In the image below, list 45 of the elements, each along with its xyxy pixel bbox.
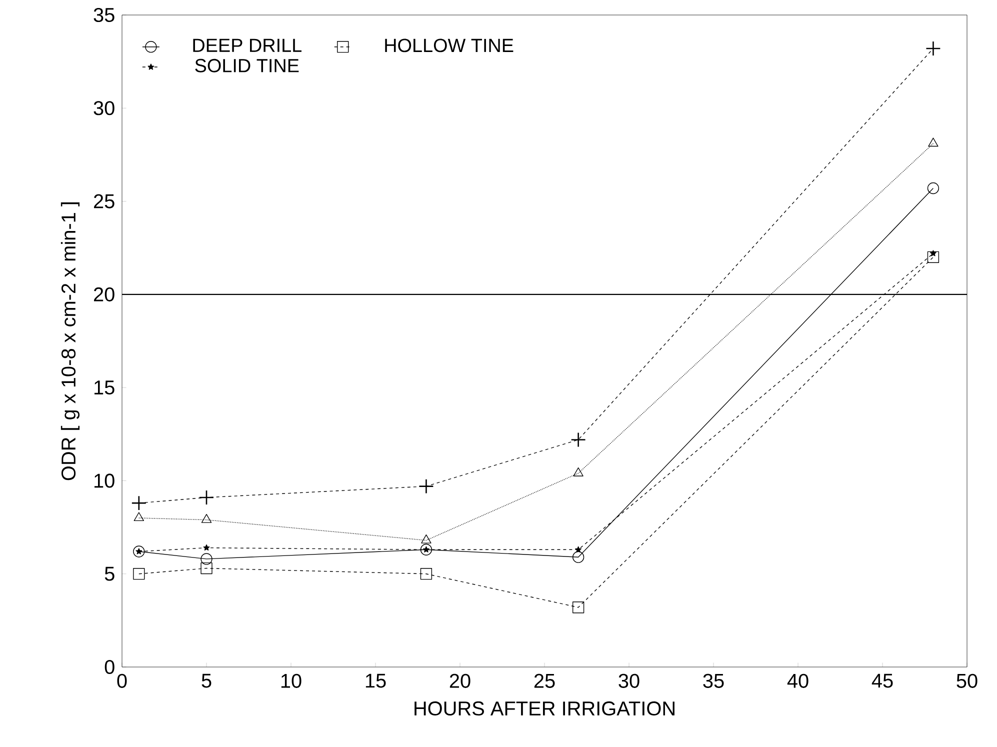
point [927, 251, 940, 263]
x-tick-label: 30 [618, 674, 640, 688]
point [570, 432, 586, 448]
legend-label: SOLID TINE [195, 58, 299, 72]
x-tick-label: 15 [366, 674, 386, 688]
point [201, 514, 212, 523]
x-tick-label: 50 [956, 674, 978, 688]
point [928, 138, 938, 147]
point [575, 546, 582, 552]
y-axis-title: ODR [ g x 10-8 x cm-2 x min-1 ] [60, 202, 80, 480]
y-tick-label: 0 [104, 660, 114, 674]
x-tick-label: 25 [534, 674, 555, 688]
x-tick-label: 0 [117, 674, 127, 688]
y-tick-label: 30 [94, 101, 114, 116]
legend-label: HOLLOW TINE [385, 38, 514, 52]
x-tick-label: 5 [202, 674, 212, 688]
point [418, 478, 434, 494]
y-tick-label: 25 [94, 194, 114, 208]
point [573, 467, 584, 476]
point [420, 568, 432, 580]
point [927, 182, 940, 194]
point [926, 40, 941, 56]
x-tick-label: 40 [787, 674, 808, 688]
y-tick-label: 35 [94, 8, 114, 22]
point [203, 544, 210, 551]
point [133, 568, 145, 580]
point [421, 534, 432, 544]
y-tick-label: 15 [94, 380, 114, 395]
point [572, 551, 584, 563]
y-tick-label: 10 [94, 474, 114, 488]
x-tick-label: 20 [450, 674, 470, 688]
point [200, 553, 212, 565]
y-tick-label: 5 [104, 566, 114, 581]
point [200, 562, 212, 574]
legend-label: DEEP DRILL [193, 38, 302, 52]
x-tick-label: 45 [872, 674, 893, 688]
x-tick-label: 35 [703, 674, 724, 688]
point [198, 490, 214, 506]
x-axis-title: HOURS AFTER IRRIGATION [414, 701, 674, 716]
point [133, 546, 145, 558]
y-tick-label: 20 [94, 287, 114, 302]
point [572, 602, 584, 614]
point [420, 544, 432, 556]
x-tick-label: 10 [281, 674, 302, 688]
point [930, 250, 936, 256]
